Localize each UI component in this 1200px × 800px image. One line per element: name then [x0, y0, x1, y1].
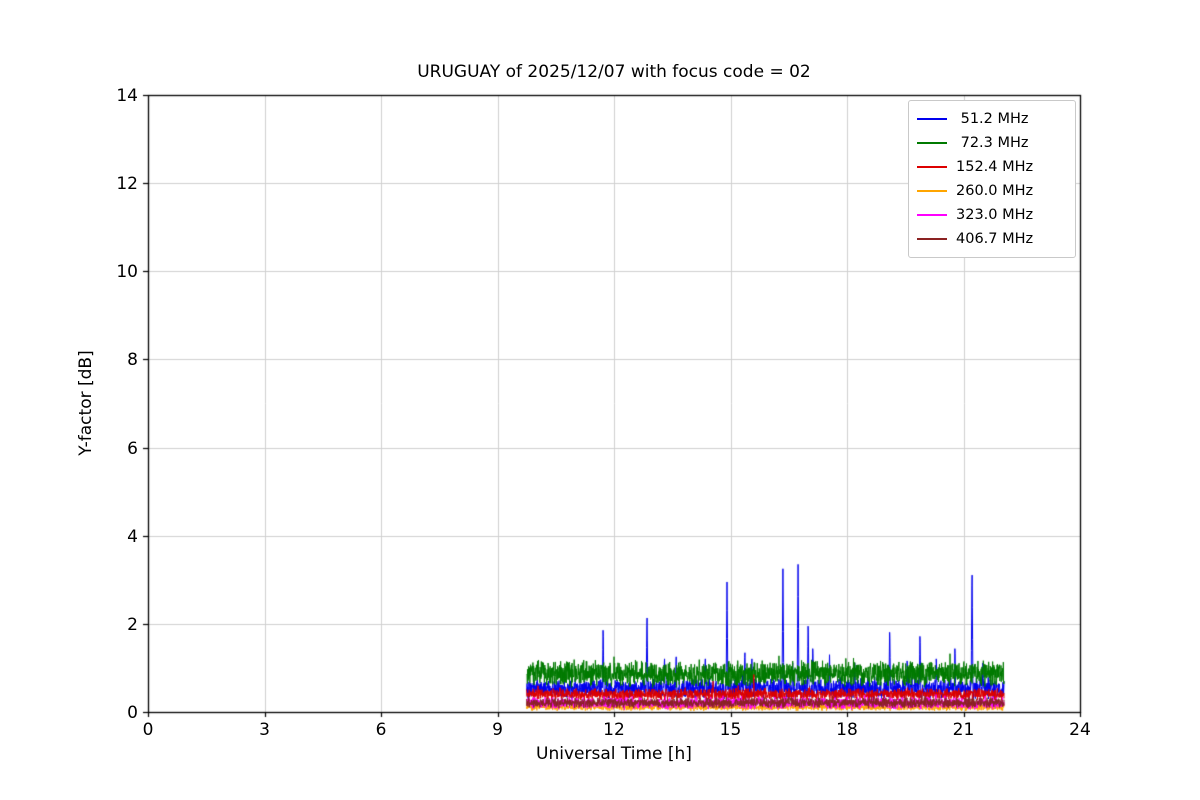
y-tick-label: 10: [116, 262, 138, 283]
y-tick-label: 2: [127, 614, 138, 635]
x-tick-label: 18: [836, 720, 858, 740]
legend-label: 51.2 MHz: [956, 111, 1029, 127]
x-tick-label: 3: [259, 720, 270, 740]
legend-label: 260.0 MHz: [956, 183, 1034, 199]
y-tick-label: 4: [127, 526, 138, 547]
legend-item: 260.0 MHz: [917, 179, 1067, 203]
x-tick-label: 21: [952, 720, 975, 740]
x-tick-label: 24: [1069, 720, 1091, 740]
legend-label: 406.7 MHz: [956, 231, 1034, 247]
y-tick-label: 14: [116, 86, 138, 106]
y-tick-label: 6: [127, 438, 138, 459]
legend-label: 323.0 MHz: [956, 207, 1034, 223]
legend-line-swatch: [917, 118, 947, 120]
legend-line-swatch: [917, 190, 947, 192]
legend-label: 72.3 MHz: [956, 135, 1029, 151]
legend-item: 152.4 MHz: [917, 155, 1067, 179]
legend-line-swatch: [917, 238, 947, 240]
x-tick-label: 12: [603, 720, 625, 740]
legend: 51.2 MHz 72.3 MHz 152.4 MHz 260.0 MHz 323.0…: [908, 100, 1076, 258]
y-tick-label: 12: [116, 174, 138, 195]
legend-item: 72.3 MHz: [917, 131, 1067, 155]
chart-title: URUGUAY of 2025/12/07 with focus code = …: [417, 62, 811, 82]
x-tick-label: 9: [492, 720, 503, 740]
x-tick-label: 15: [719, 720, 742, 740]
x-axis-label: Universal Time [h]: [536, 744, 692, 764]
y-tick-label: 0: [127, 703, 138, 723]
legend-line-swatch: [917, 166, 947, 168]
x-tick-label: 0: [142, 720, 154, 740]
legend-label: 152.4 MHz: [956, 159, 1034, 175]
x-tick-label: 6: [375, 720, 387, 740]
y-axis-label: Y-factor [dB]: [76, 350, 96, 456]
legend-line-swatch: [917, 214, 947, 216]
legend-item: 406.7 MHz: [917, 227, 1067, 251]
y-tick-label: 8: [127, 350, 138, 371]
legend-line-swatch: [917, 142, 947, 144]
legend-item: 323.0 MHz: [917, 203, 1067, 227]
legend-item: 51.2 MHz: [917, 107, 1067, 131]
